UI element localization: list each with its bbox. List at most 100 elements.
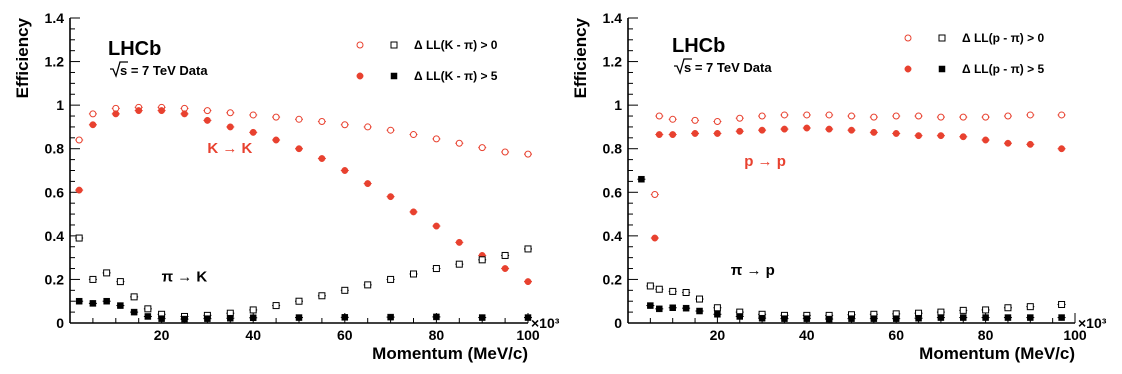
data-point [781,125,788,133]
data-point [736,114,744,122]
legend-black-marker [938,34,946,42]
data-point [75,297,83,305]
data-point [780,111,788,119]
data-point [651,234,659,242]
data-point [758,314,766,322]
data-point [1004,139,1012,147]
y-tick-label: 0.2 [603,271,623,287]
annotation-label: π → K [162,269,208,286]
data-point [130,293,138,301]
annotation-label: K → K [207,140,252,157]
data-point [1027,314,1034,321]
data-point [387,275,395,283]
data-point [75,186,83,194]
data-point [959,113,967,121]
data-point [696,307,703,315]
data-point [1026,140,1034,148]
legend-black-marker [390,41,398,49]
data-point [89,300,97,307]
data-point [713,304,721,312]
data-point [959,306,967,314]
data-point [524,314,532,321]
data-point [937,308,945,316]
data-point [892,112,900,120]
data-point [295,145,303,153]
data-point [524,245,532,253]
data-point [181,110,188,118]
data-point [203,107,211,115]
x-tick-label: 40 [245,327,261,343]
data-point [204,315,211,322]
data-point [669,287,677,295]
energy-label: s = 7 TeV Data [684,60,772,75]
data-point [158,315,165,322]
data-point [982,113,990,121]
annotation-label: π → p [731,262,775,279]
data-point [736,127,744,135]
data-point [89,121,97,129]
sqrt-s-text: s [120,63,127,78]
data-point [387,193,395,201]
x-tick-label: 80 [429,327,445,343]
data-point [318,155,326,162]
data-point [117,302,124,309]
data-point [713,117,721,125]
data-point [89,110,97,118]
data-point [1004,112,1012,120]
data-point [272,302,280,310]
data-point [848,126,855,134]
data-point [226,109,234,117]
data-point [410,131,417,139]
data-point [501,265,509,272]
data-point [1058,314,1065,321]
data-point [116,278,124,286]
y-tick-label: 1.2 [603,54,623,70]
data-point [682,304,690,312]
data-point [669,131,677,139]
x-axis-label: Momentum (MeV/c) [919,344,1075,363]
data-point [103,269,111,277]
y-tick-label: 0 [614,315,622,331]
data-point [638,175,645,183]
data-point [249,128,257,136]
legend-label: Δ LL(p - π) > 5 [962,62,1044,76]
data-point [364,123,372,131]
y-tick-label: 1 [56,97,64,113]
data-point [249,306,257,314]
proton-efficiency-panel: 0 0.2 0.4 0.6 0.8 1 1.2 1.4 20 40 60 80 100Momentum … [571,10,1107,363]
x-tick-label: 100 [516,327,540,343]
data-point [75,234,83,242]
data-point [364,281,372,289]
data-point [656,305,663,313]
data-point [915,132,922,140]
x-axis-multiplier: ×10³ [1078,315,1107,331]
data-point [130,308,138,316]
data-point [135,107,143,115]
data-point [651,190,659,198]
data-point [432,222,440,230]
data-point [410,208,417,216]
y-tick-label: 0 [56,315,64,331]
data-point [318,292,326,300]
data-point [655,285,663,293]
data-point [982,136,990,144]
data-point [432,135,440,143]
annotation-label: p → p [744,153,786,170]
data-point [825,111,833,119]
data-point [249,111,257,119]
data-point [960,314,967,321]
experiment-label: LHCb [108,38,161,60]
data-point [410,270,417,278]
data-point [249,314,257,322]
x-tick-label: 80 [978,327,994,343]
data-point [144,313,152,320]
x-tick-label: 60 [888,327,904,343]
data-point [341,121,349,129]
data-point [982,314,989,321]
legend-black-marker [390,72,398,80]
data-point [75,136,83,144]
data-point [455,260,463,268]
legend-red-marker [904,65,912,73]
data-point [203,116,211,124]
